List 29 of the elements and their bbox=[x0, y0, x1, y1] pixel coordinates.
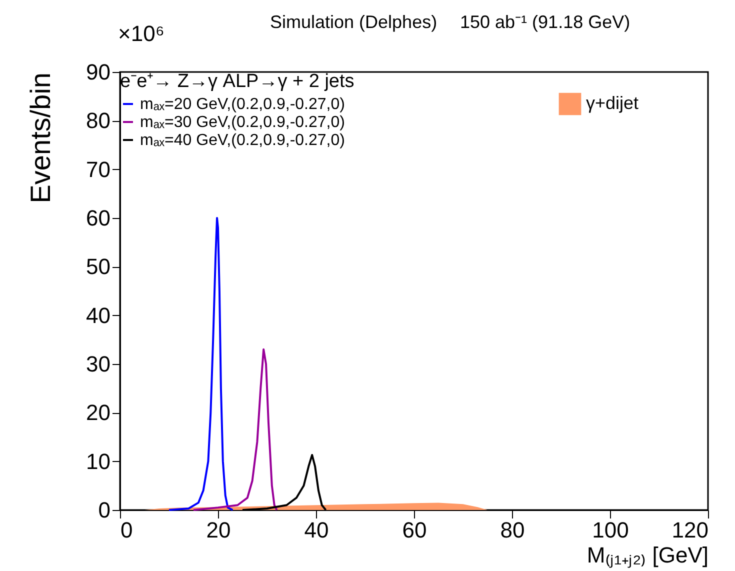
x-tick-label: 100 bbox=[592, 518, 629, 542]
x-tick-label: 0 bbox=[120, 518, 133, 542]
y-tick-label: 50 bbox=[86, 254, 110, 280]
line-series bbox=[168, 217, 234, 511]
x-tick-label: 40 bbox=[304, 518, 329, 542]
y-tick-label: 40 bbox=[86, 302, 110, 328]
y-tick-label: 20 bbox=[86, 400, 110, 426]
y-tick-label: 80 bbox=[86, 108, 110, 134]
x-tick-label: 80 bbox=[500, 518, 525, 542]
text: 150 ab⁻¹ (91.18 GeV) bbox=[460, 12, 630, 32]
line-series bbox=[192, 348, 278, 511]
legend-label: mₐₓ=20 GeV,(0.2,0.9,-0.27,0) bbox=[140, 96, 345, 113]
y-tick-label: 30 bbox=[86, 352, 110, 376]
legend-label: mₐₓ=30 GeV,(0.2,0.9,-0.27,0) bbox=[140, 114, 345, 131]
y-tick-label: 0 bbox=[98, 498, 110, 522]
y-tick-label: 70 bbox=[86, 156, 110, 182]
text: Simulation (Delphes) bbox=[270, 12, 438, 32]
y-tick-label: 60 bbox=[86, 206, 110, 230]
x-tick-label: 60 bbox=[402, 518, 427, 542]
legend-label: γ+dijet bbox=[586, 93, 639, 113]
y-tick-label: 90 bbox=[86, 60, 110, 84]
text: ×10⁶ bbox=[118, 21, 164, 46]
x-axis-title: M₍ⱼ₁₊ⱼ₂₎ [GeV] bbox=[586, 542, 708, 568]
x-tick-label: 20 bbox=[206, 518, 231, 542]
y-axis-title: Events/bin bbox=[25, 72, 56, 204]
y-tick-label: 10 bbox=[86, 448, 110, 474]
legend-label: mₐₓ=40 GeV,(0.2,0.9,-0.27,0) bbox=[140, 132, 345, 149]
legend-title: e⁻e⁺→ Z→γ ALP→γ + 2 jets bbox=[120, 71, 354, 92]
x-tick-label: 120 bbox=[672, 518, 708, 542]
